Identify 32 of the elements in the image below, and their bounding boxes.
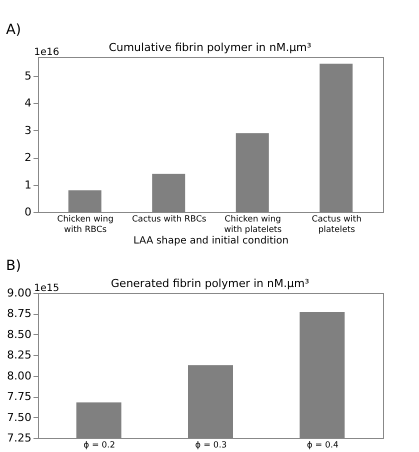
chart-title: Generated fibrin polymer in nM.μm³ — [110, 277, 310, 290]
x-tick-label: Cactus with RBCs — [132, 214, 207, 224]
y-tick-label: 7.50 — [7, 410, 32, 424]
text: A) — [6, 22, 22, 38]
y-tick-label: 4 — [24, 96, 32, 110]
x-tick-label: ϕ = 0.4 — [306, 440, 338, 450]
y-tick-label: 3 — [24, 124, 32, 137]
annotation: 1e15 — [34, 283, 60, 294]
y-tick-label: 8.00 — [7, 369, 32, 382]
text: B) — [6, 258, 22, 274]
annotation: 1e16 — [34, 47, 60, 58]
y-tick-label: 7.25 — [7, 432, 32, 444]
y-tick-label: 0 — [24, 206, 32, 218]
x-tick-label: Cactus with platelets — [312, 214, 362, 235]
x-tick-label: Chicken wing with platelets — [224, 214, 282, 235]
y-tick-label: 7.75 — [7, 390, 32, 404]
bar — [236, 133, 269, 212]
x-tick-label: Chicken wing with RBCs — [57, 214, 114, 235]
y-tick-label: 8.50 — [7, 328, 32, 341]
y-tick-label: 8.25 — [7, 348, 32, 362]
y-tick-label: 8.75 — [7, 307, 32, 320]
x-tick-label: ϕ = 0.3 — [195, 440, 227, 450]
y-tick-label: 1 — [24, 178, 32, 192]
chart-title: Cumulative fibrin polymer in nM.μm³ — [108, 41, 312, 54]
y-tick-label: 5 — [24, 70, 32, 83]
x-tick-label: ϕ = 0.2 — [84, 440, 116, 450]
bar — [68, 190, 102, 212]
bar — [320, 64, 353, 212]
y-tick-label: 2 — [24, 151, 32, 164]
x-axis-title: LAA shape and initial condition — [133, 236, 289, 246]
y-tick-label: 9.00 — [7, 286, 32, 300]
bar — [152, 174, 186, 212]
